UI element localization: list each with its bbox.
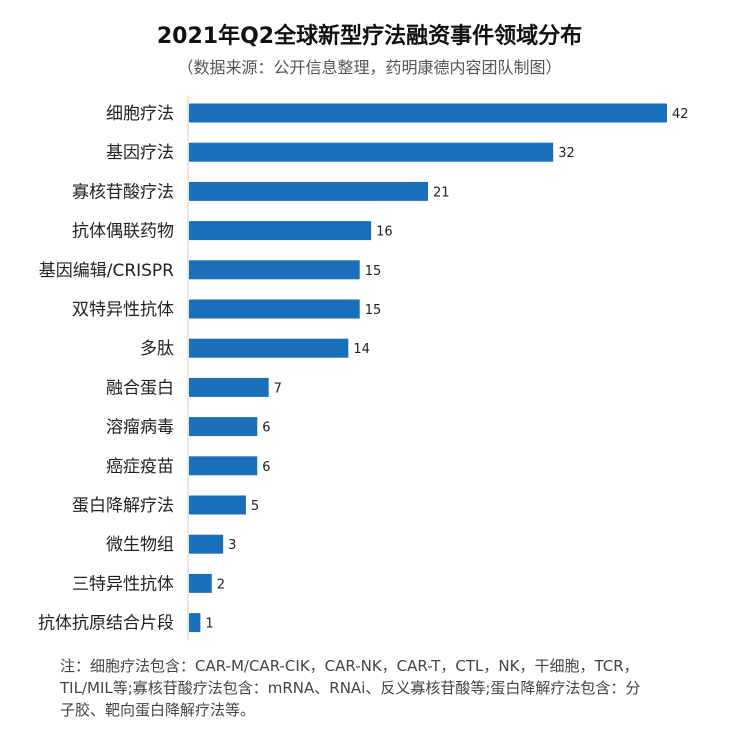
bar: [189, 495, 246, 515]
bar: [189, 573, 212, 593]
bar: [189, 456, 258, 476]
category-label: 融合蛋白: [106, 378, 174, 398]
category-label: 抗体抗原结合片段: [38, 614, 174, 634]
value-label: 15: [365, 303, 382, 318]
category-label: 多肽: [140, 339, 174, 359]
value-label: 15: [365, 264, 382, 279]
category-label: 基因编辑/CRISPR: [39, 261, 174, 281]
category-label: 细胞疗法: [106, 104, 174, 124]
bar: [189, 299, 360, 319]
bar: [189, 260, 360, 280]
bar: [189, 613, 201, 633]
bar: [189, 417, 258, 437]
chart-subtitle: （数据来源：公开信息整理，药明康德内容团队制图）: [177, 58, 562, 77]
value-label: 32: [558, 146, 575, 161]
category-label: 癌症疫苗: [106, 457, 174, 477]
chart-title: 2021年Q2全球新型疗法融资事件领域分布: [156, 24, 583, 49]
bar: [189, 103, 667, 123]
value-label: 1: [205, 617, 213, 632]
category-label: 微生物组: [106, 535, 174, 555]
value-label: 6: [262, 421, 270, 436]
bar: [189, 221, 372, 241]
value-label: 7: [274, 381, 282, 396]
value-label: 5: [251, 499, 259, 514]
bar: [189, 181, 428, 201]
value-label: 21: [433, 185, 450, 200]
category-label: 抗体偶联药物: [72, 222, 174, 242]
category-label: 基因疗法: [106, 143, 174, 163]
bar: [189, 142, 554, 162]
value-label: 14: [353, 342, 370, 357]
bar: [189, 377, 269, 397]
value-label: 2: [217, 577, 225, 592]
category-label: 寡核苷酸疗法: [72, 182, 174, 202]
category-label: 三特异性抗体: [72, 574, 174, 594]
category-label: 溶瘤病毒: [106, 418, 174, 438]
value-label: 16: [376, 225, 393, 240]
value-label: 6: [262, 460, 270, 475]
value-label: 42: [672, 107, 689, 122]
chart-footnote: 注：细胞疗法包含：CAR-M/CAR-CIK，CAR-NK，CAR-T，CTL，…: [60, 657, 641, 719]
value-label: 3: [228, 538, 236, 553]
bar: [189, 534, 224, 554]
bar: [189, 338, 349, 358]
category-label: 蛋白降解疗法: [72, 496, 174, 516]
category-label: 双特异性抗体: [72, 300, 174, 320]
